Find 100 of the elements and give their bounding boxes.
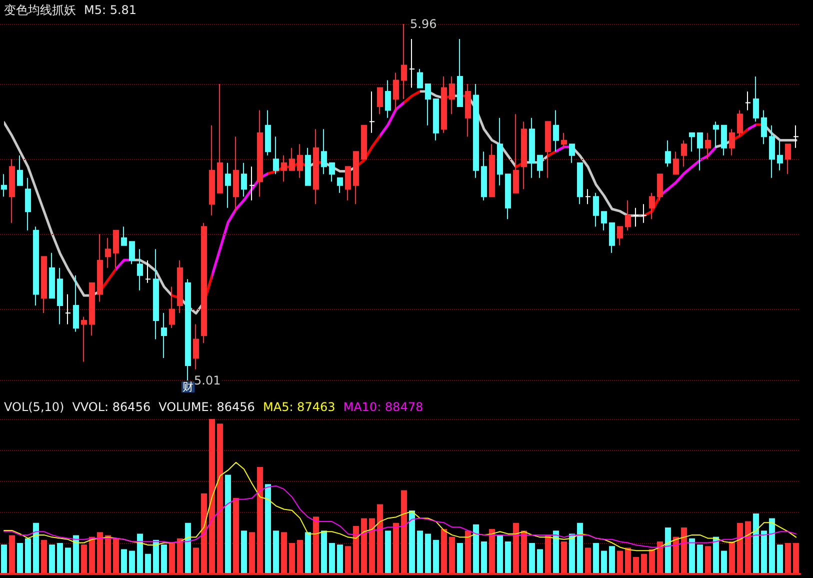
bar [217, 424, 223, 574]
candlestick [561, 132, 567, 148]
bar [673, 536, 679, 574]
candlestick [185, 278, 191, 381]
bar [409, 510, 415, 574]
annotation: 5.01 [194, 374, 221, 388]
bar [657, 541, 663, 574]
bar [129, 550, 135, 574]
bar [505, 541, 511, 574]
candlestick [401, 24, 407, 100]
bar [561, 541, 567, 574]
bar [273, 530, 279, 574]
bar [313, 516, 319, 574]
bar [729, 541, 735, 574]
bar [33, 522, 39, 574]
bar [321, 530, 327, 574]
bar [649, 549, 655, 574]
text: MA5: 87463 [263, 400, 336, 414]
candlestick [633, 207, 639, 228]
bar [305, 532, 311, 574]
bar [41, 540, 47, 574]
candlestick [33, 226, 39, 306]
bar [377, 504, 383, 574]
candlestick [89, 282, 95, 336]
candlestick [313, 128, 319, 205]
candlestick [289, 147, 295, 171]
candlestick [145, 260, 151, 284]
bar [17, 543, 23, 574]
bar [585, 548, 591, 574]
candlestick [577, 162, 583, 205]
candlestick [337, 177, 343, 194]
bar [633, 556, 639, 574]
candlestick [737, 110, 743, 138]
bar [793, 543, 799, 574]
bar [161, 544, 167, 574]
annotation: 财 [182, 380, 194, 394]
candlestick [233, 136, 239, 212]
bar [521, 530, 527, 574]
candlestick [57, 267, 63, 325]
candlestick [681, 140, 687, 168]
candlestick [249, 166, 255, 201]
candlestick [465, 84, 471, 138]
candlestick [529, 117, 535, 178]
bar [113, 538, 119, 574]
bar [433, 540, 439, 574]
candlestick [689, 132, 695, 152]
bar [481, 541, 487, 574]
bar [489, 529, 495, 574]
candlestick [273, 136, 279, 175]
candlestick [217, 84, 223, 194]
candlestick [329, 162, 335, 182]
candlestick [441, 76, 447, 134]
bar [89, 536, 95, 574]
candlestick [721, 124, 727, 156]
candlestick [25, 177, 31, 231]
candlestick [793, 124, 799, 148]
candlestick [481, 151, 487, 201]
bar [385, 530, 391, 574]
bar [601, 550, 607, 574]
candlestick [297, 144, 303, 178]
chart-title: 变色均线抓妖 [4, 3, 76, 17]
bar [193, 548, 199, 574]
bar [513, 522, 519, 574]
chart-subtitle: M5: 5.81 [84, 3, 137, 17]
bar [145, 554, 151, 574]
candlestick [49, 252, 55, 298]
bar [737, 522, 743, 574]
bar [777, 544, 783, 574]
candlestick [129, 241, 135, 265]
bar [81, 544, 87, 574]
bar [473, 524, 479, 574]
candlestick [353, 151, 359, 205]
candlestick [545, 121, 551, 178]
series-label: VOLUME: 86456 [158, 400, 255, 414]
candlestick [417, 68, 423, 88]
candlestick [489, 144, 495, 198]
bar [289, 543, 295, 574]
candlestick [521, 121, 527, 190]
candlestick [785, 144, 791, 175]
candlestick [265, 110, 271, 156]
bar [721, 550, 727, 574]
bar [697, 544, 703, 574]
candlestick [121, 226, 127, 246]
bar [745, 521, 751, 574]
bar [9, 535, 15, 574]
bar [617, 550, 623, 574]
candlestick [225, 162, 231, 208]
candlestick [41, 256, 47, 314]
bar [65, 548, 71, 574]
candlestick [73, 274, 79, 332]
candlestick [569, 144, 575, 164]
candlestick [513, 114, 519, 194]
bar [401, 490, 407, 574]
candlestick [137, 248, 143, 291]
bar [137, 534, 143, 574]
bar [1, 544, 7, 574]
bar [457, 543, 463, 574]
candlestick [585, 188, 591, 205]
candlestick [369, 91, 375, 134]
candlestick [9, 158, 15, 224]
